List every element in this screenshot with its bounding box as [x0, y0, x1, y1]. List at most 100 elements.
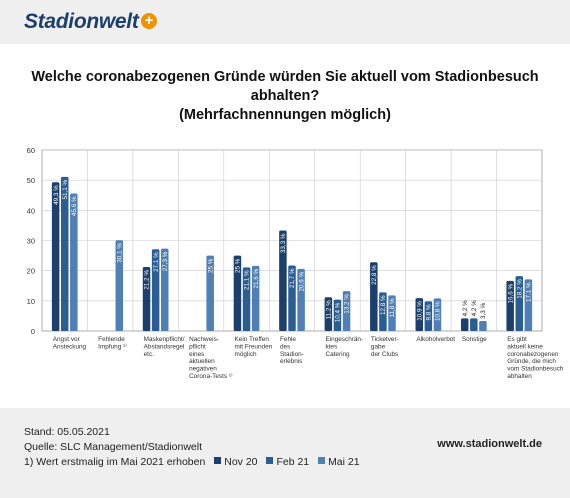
x-tick-label-line: abhalten	[507, 373, 532, 380]
chart-title-line1: Welche coronabezogenen Gründe würden Sie…	[31, 69, 539, 104]
data-label: 49,3 %	[53, 185, 60, 205]
legend-swatch-feb21	[266, 457, 274, 464]
bar	[342, 291, 351, 331]
data-label: 18,2 %	[516, 279, 523, 299]
bar	[524, 279, 533, 331]
data-label: 4,2 %	[471, 300, 478, 317]
x-tick-label: Kein Treffen mit Freunden möglich	[235, 336, 273, 358]
x-tick-label: Ticketver-gabe der Clubs	[371, 336, 399, 358]
data-label: 21,1 %	[244, 270, 251, 290]
x-tick-label-line: vom Stadionbesuch	[507, 366, 564, 373]
x-tick-label-line: Fehlende	[98, 336, 125, 343]
legend-label-mai21: Mai 21	[328, 456, 360, 468]
data-label: 33,3 %	[280, 233, 287, 253]
x-tick-label-line: Es gibt	[507, 336, 527, 343]
bar	[415, 298, 424, 331]
x-tick-label-line: Ansteckung	[53, 343, 87, 350]
data-label: 4,2 %	[462, 300, 469, 317]
x-tick-label-line: Sonstige	[462, 336, 487, 343]
bar	[60, 176, 69, 331]
x-tick-label-line: Abstandsregel	[144, 343, 185, 350]
data-label: 21,7 %	[289, 268, 296, 288]
footer-note-legend: 1) Wert erstmalig im Mai 2021 erhoben No…	[24, 456, 360, 468]
data-label: 25 %	[235, 258, 242, 273]
footer: Stand: 05.05.2021 Quelle: SLC Management…	[0, 408, 570, 498]
bar	[142, 267, 151, 331]
data-label: 45,6 %	[71, 196, 78, 216]
x-tick-label-line: Kein Treffen	[235, 336, 270, 343]
x-tick-label-line: Nachweis-	[189, 336, 219, 343]
x-tick-label-line: erlebnis	[280, 358, 302, 365]
x-tick-label-line: Stadion-	[280, 351, 304, 358]
bar	[506, 280, 514, 331]
bar	[479, 321, 487, 331]
footer-stand: Stand: 05.05.2021	[24, 426, 110, 438]
bar	[515, 276, 524, 331]
data-label: 10,8 %	[435, 301, 442, 321]
x-tick-label-line: des	[280, 343, 290, 350]
bar	[424, 301, 433, 331]
x-tick-label: Angst vor Ansteckung	[53, 336, 87, 350]
y-tick-label: 50	[27, 176, 35, 185]
stadionwelt-logo[interactable]: Stadionwelt	[24, 10, 139, 33]
website-link[interactable]: www.stadionwelt.de	[437, 438, 542, 450]
chart-title: Welche coronabezogenen Gründe würden Sie…	[20, 68, 550, 125]
x-tick-label-line: Catering	[325, 351, 350, 358]
data-label: 9,8 %	[426, 304, 433, 321]
bar	[242, 267, 251, 331]
legend-swatch-nov20	[214, 457, 222, 464]
data-label: 30,1 %	[116, 243, 123, 263]
x-tick-label-line: möglich	[235, 351, 257, 358]
data-label: 51,1 %	[62, 179, 69, 199]
bar-chart: 0 10 20 30 40 50 60 49,3 % 51,1 %45,6 % Angst vor…	[27, 146, 564, 380]
header-bar: Stadionwelt +	[0, 0, 570, 44]
bar	[288, 265, 296, 331]
bar	[70, 193, 78, 331]
x-tick-label-line: pflicht	[189, 343, 206, 350]
x-tick-label-line: Fehle	[280, 336, 296, 343]
bar	[206, 255, 214, 331]
data-label: 10,4 %	[335, 302, 342, 322]
bar	[324, 297, 333, 331]
bar	[333, 299, 342, 331]
x-tick-label-line: Eingeschrän-	[325, 336, 363, 343]
x-tick-label-line: Alkoholverbot	[416, 336, 455, 343]
bar	[160, 248, 169, 331]
x-tick-label-line: ktes	[325, 343, 337, 350]
bar	[51, 182, 60, 331]
x-tick-label-line: Angst vor	[53, 336, 81, 343]
x-tick-label-line: Ticketver-	[371, 336, 399, 343]
x-tick-label: Nachweis-pflicht eines aktuellen negativen C…	[189, 336, 233, 380]
data-label: 20,6 %	[298, 271, 305, 291]
bar	[251, 265, 260, 331]
x-tick-label: Fehlende Impfung ¹⁾	[98, 336, 127, 350]
x-tick-label-line: etc.	[144, 351, 155, 358]
legend-label-feb21: Feb 21	[276, 456, 310, 468]
bar	[388, 295, 396, 331]
y-tick-label: 30	[27, 237, 35, 246]
data-label: 10,9 %	[416, 301, 423, 321]
y-tick-label: 0	[31, 327, 35, 336]
data-label: 21,2 %	[144, 270, 151, 290]
data-label: 3,3 %	[480, 303, 487, 320]
x-tick-label-line: Gründe, die mich	[507, 358, 556, 365]
x-tick-label: Sonstige	[462, 336, 487, 343]
x-tick-label-line: aktuell keine	[507, 343, 543, 350]
footer-source: Quelle: SLC Management/Stadionwelt	[24, 441, 203, 453]
y-tick-label: 40	[27, 206, 35, 215]
bar	[115, 240, 124, 331]
bar	[233, 255, 242, 331]
y-tick-label: 20	[27, 267, 35, 276]
data-label: 17,1 %	[526, 282, 533, 302]
x-tick-label-line: Maskenpflicht/	[144, 336, 185, 343]
bar	[470, 318, 478, 331]
x-tick-label-line: gabe	[371, 343, 386, 350]
data-label: 27,3 %	[162, 251, 169, 271]
x-tick-label: Eingeschrän-ktes Catering	[325, 336, 363, 358]
data-label: 13,2 %	[344, 294, 351, 314]
data-label: 12,8 %	[380, 295, 387, 315]
bar	[433, 298, 442, 331]
bar	[460, 318, 469, 331]
plus-icon: +	[141, 13, 157, 29]
bar	[297, 268, 305, 331]
